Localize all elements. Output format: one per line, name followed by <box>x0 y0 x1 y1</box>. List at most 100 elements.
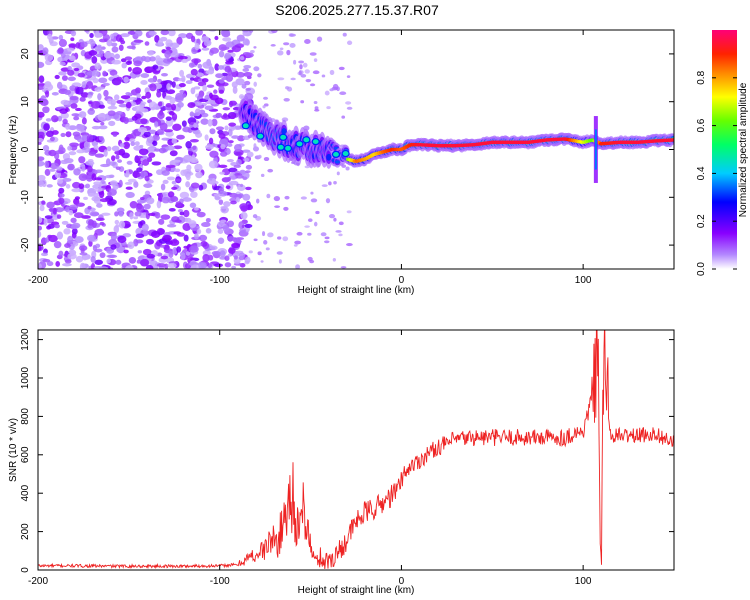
y-tick-label: 1000 <box>20 366 31 389</box>
noise-blob <box>110 244 117 250</box>
x-tick-label: -100 <box>210 576 230 587</box>
noise-blob <box>70 37 75 42</box>
noise-blob <box>72 181 81 189</box>
noise-blob <box>112 182 119 190</box>
noise-blob <box>194 163 203 172</box>
noise-blob <box>339 91 347 96</box>
noise-blob <box>44 215 53 219</box>
noise-blob <box>253 46 257 49</box>
noise-blob <box>158 147 167 154</box>
noise-blob <box>185 140 192 149</box>
noise-blob <box>161 137 170 141</box>
noise-blob <box>152 134 160 142</box>
noise-blob <box>156 128 165 135</box>
noise-blob <box>218 133 226 139</box>
noise-blob <box>116 99 125 104</box>
noise-blob <box>42 106 50 114</box>
noise-blob <box>171 186 178 191</box>
noise-blob <box>78 156 86 164</box>
noise-blob <box>189 202 197 208</box>
noise-blob <box>111 46 119 53</box>
noise-blob <box>242 193 251 201</box>
noise-blob <box>170 196 179 203</box>
noise-blob <box>299 64 303 70</box>
noise-blob <box>218 164 228 169</box>
noise-blob <box>245 87 251 91</box>
noise-blob <box>68 43 77 48</box>
noise-blob <box>123 249 129 254</box>
noise-blob <box>70 217 77 224</box>
noise-blob <box>114 94 120 101</box>
noise-blob <box>144 41 150 46</box>
noise-blob <box>304 69 310 74</box>
noise-blob <box>118 103 128 108</box>
noise-blob <box>231 81 238 88</box>
noise-blob <box>133 181 139 188</box>
noise-blob <box>65 123 70 130</box>
noise-blob <box>159 244 165 248</box>
noise-blob <box>108 188 117 196</box>
noise-blob <box>289 33 296 37</box>
noise-blob <box>145 211 150 220</box>
noise-blob <box>80 132 90 136</box>
y-tick-label: 200 <box>20 523 31 540</box>
noise-blob <box>245 164 253 170</box>
noise-blob <box>283 98 290 102</box>
noise-blob <box>67 235 74 243</box>
noise-blob <box>38 137 44 143</box>
noise-blob <box>123 76 130 84</box>
noise-blob <box>123 116 129 125</box>
noise-blob <box>241 30 250 33</box>
noise-blob <box>57 178 64 184</box>
noise-blob <box>43 218 48 226</box>
noise-blob <box>192 145 197 150</box>
noise-blob <box>329 88 334 92</box>
noise-blob <box>201 78 209 83</box>
noise-blob <box>205 227 212 234</box>
noise-blob <box>93 144 99 150</box>
noise-blob <box>190 87 196 95</box>
noise-blob <box>183 234 189 242</box>
noise-blob <box>177 101 184 108</box>
noise-blob <box>273 195 281 202</box>
noise-blob <box>69 95 79 101</box>
noise-blob <box>228 122 237 127</box>
noise-blob <box>60 132 66 138</box>
noise-blob <box>142 248 152 256</box>
noise-blob <box>155 55 161 60</box>
noise-blob <box>106 258 111 264</box>
noise-blob <box>222 224 230 232</box>
spectrogram-ridge <box>238 95 674 183</box>
noise-blob <box>145 264 154 269</box>
noise-blob <box>77 72 86 78</box>
noise-blob <box>202 61 213 69</box>
noise-blob <box>85 160 95 166</box>
noise-blob <box>190 35 196 43</box>
noise-blob <box>79 262 86 269</box>
noise-blob <box>135 233 145 238</box>
snr-x-axis: -200 -100 0 100 <box>28 330 592 587</box>
noise-blob <box>151 161 162 166</box>
noise-blob <box>91 125 101 130</box>
noise-blob <box>109 33 115 40</box>
ridge-core <box>283 144 293 152</box>
noise-blob <box>194 42 200 51</box>
noise-blob <box>346 40 353 46</box>
noise-blob <box>125 169 130 178</box>
noise-blob <box>248 250 253 254</box>
y-tick-label: 10 <box>20 96 31 108</box>
noise-blob <box>75 42 81 49</box>
noise-blob <box>346 106 353 110</box>
noise-blob <box>65 184 71 189</box>
noise-blob <box>56 81 63 90</box>
noise-blob <box>58 39 68 47</box>
noise-blob <box>136 167 143 173</box>
noise-blob <box>81 81 87 89</box>
noise-blob <box>345 101 352 105</box>
noise-blob <box>217 228 224 234</box>
noise-blob <box>87 192 95 197</box>
x-tick-label: -100 <box>210 275 230 286</box>
noise-blob <box>147 50 155 56</box>
noise-blob <box>169 150 178 157</box>
noise-blob <box>61 220 69 225</box>
